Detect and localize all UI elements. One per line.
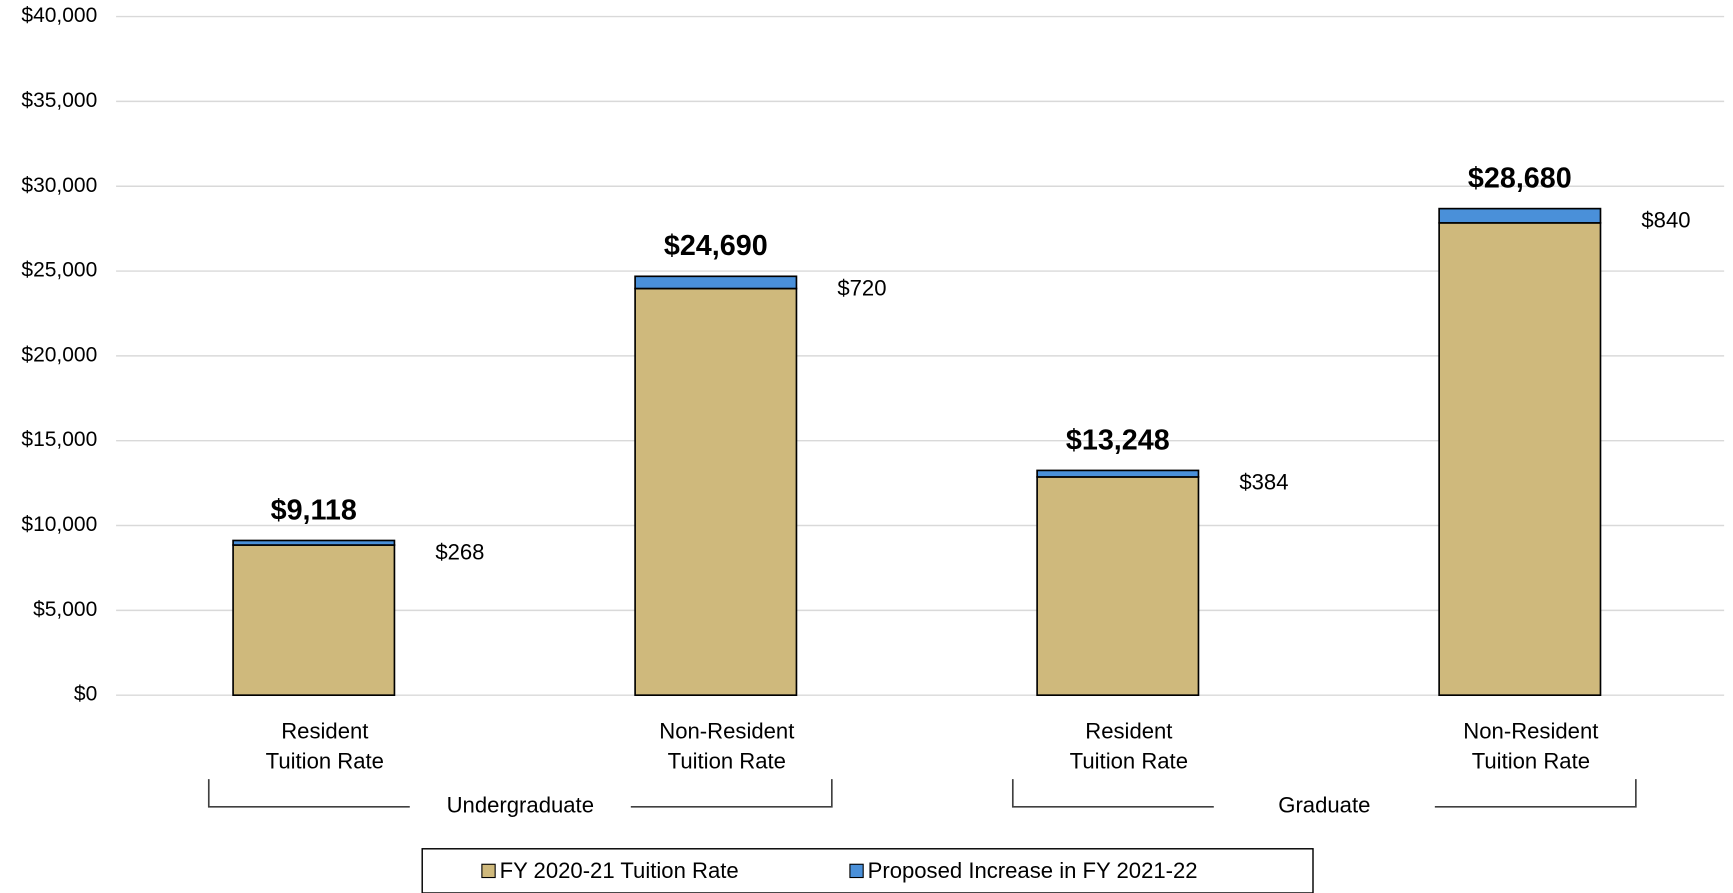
y-tick-label: $25,000 [21, 259, 97, 282]
bar-segment [1438, 222, 1602, 696]
x-tick-label: Non-Resident [1463, 719, 1598, 744]
group-bracket [1011, 779, 1637, 808]
y-tick-label: $15,000 [21, 428, 97, 451]
group-bracket [207, 779, 833, 808]
y-tick-label: $0 [74, 683, 97, 706]
bar-segment [1438, 207, 1602, 224]
total-label: $13,248 [1066, 424, 1170, 456]
legend-box [421, 848, 1314, 893]
bar-segment [634, 275, 798, 290]
y-tick-label: $10,000 [21, 513, 97, 536]
legend-swatch [849, 863, 864, 879]
legend-label: Proposed Increase in FY 2021-22 [868, 858, 1198, 883]
value-label: $840 [1641, 208, 1690, 233]
y-tick-label: $20,000 [21, 343, 97, 366]
legend-label: FY 2020-21 Tuition Rate [500, 858, 739, 883]
bar-segment [1036, 476, 1200, 696]
value-label: $720 [837, 275, 886, 300]
total-label: $28,680 [1468, 162, 1572, 194]
legend-swatch [481, 863, 496, 879]
bar-segment [634, 287, 798, 696]
y-tick-label: $40,000 [21, 4, 97, 27]
group-label: Graduate [1278, 793, 1370, 818]
bar-segment [232, 539, 396, 546]
x-tick-label: Tuition Rate [668, 748, 786, 773]
value-label: $384 [1239, 470, 1288, 495]
group-label: Undergraduate [447, 793, 594, 818]
bar-segment [232, 544, 396, 696]
x-tick-label: Tuition Rate [1472, 748, 1590, 773]
x-tick-label: Tuition Rate [1070, 748, 1188, 773]
x-tick-label: Resident [281, 719, 368, 744]
x-tick-label: Resident [1085, 719, 1172, 744]
x-tick-label: Non-Resident [659, 719, 794, 744]
y-tick-label: $35,000 [21, 89, 97, 112]
bar-segment [1036, 469, 1200, 478]
y-tick-label: $30,000 [21, 174, 97, 197]
total-label: $24,690 [664, 230, 768, 262]
total-label: $9,118 [271, 494, 357, 526]
value-label: $268 [435, 540, 484, 565]
y-tick-label: $5,000 [33, 598, 97, 621]
x-tick-label: Tuition Rate [266, 748, 384, 773]
